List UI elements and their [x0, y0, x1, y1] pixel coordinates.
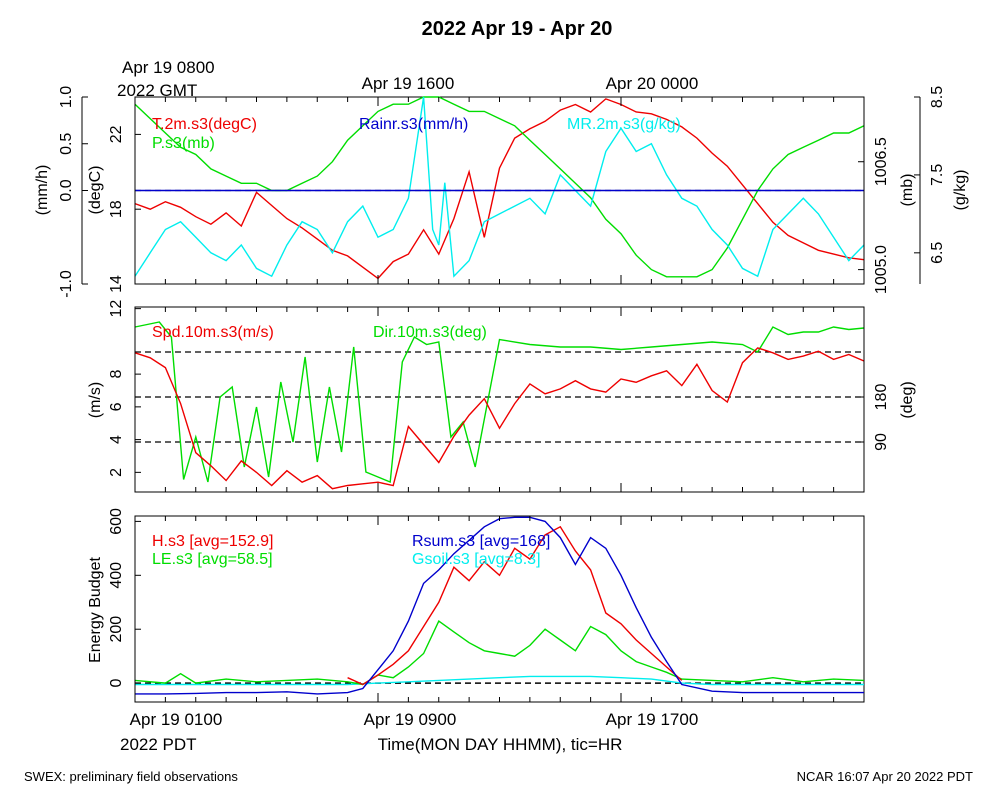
axis-tick-label: 200 [108, 616, 125, 643]
axis-tick-label: 0.0 [58, 179, 75, 201]
pressure-axis-label: (mb) [899, 174, 916, 207]
series-line-soil-heat [135, 675, 864, 686]
mixing-ratio-axis: 6.5 7.5 8.5 [914, 86, 946, 284]
axis-tick-label: 18 [108, 200, 125, 218]
axis-tick-label: 7.5 [929, 164, 946, 186]
x-axis-label: Time(MON DAY HHMM), tic=HR [378, 735, 623, 754]
footer-right: NCAR 16:07 Apr 20 2022 PDT [797, 769, 973, 784]
legend-net-radiation: Rsum.s3 [avg=168] [412, 533, 550, 550]
series-line-sensible-heat [347, 525, 683, 686]
axis-tick-label: 14 [108, 275, 125, 293]
legend-temperature: T.2m.s3(degC) [152, 116, 257, 133]
rain-axis: -1.0 0.0 0.5 1.0 [58, 86, 88, 298]
energy-axis-label: Energy Budget [87, 557, 104, 663]
energy-panel-plot [134, 516, 865, 695]
top-time-label-3: Apr 20 0000 [606, 74, 699, 93]
legend-soil-heat: Gsoil.s3 [avg=8.3] [412, 551, 541, 568]
wind-speed-axis-label: (m/s) [87, 382, 104, 418]
axis-tick-label: 90 [873, 433, 890, 451]
axis-tick-label: -1.0 [58, 270, 75, 298]
legend-wind-speed: Spd.10m.s3(m/s) [152, 324, 274, 341]
axis-tick-label: 8 [108, 370, 125, 379]
bottom-time-label-1a: Apr 19 0100 [130, 710, 223, 729]
top-time-label-1b: 2022 GMT [117, 81, 197, 100]
direction-reference-lines [135, 351, 864, 443]
chart-title: 2022 Apr 19 - Apr 20 [422, 18, 613, 40]
footer-left: SWEX: preliminary field observations [24, 769, 238, 784]
axis-tick-label: 180 [873, 384, 890, 411]
bottom-time-label-1b: 2022 PDT [120, 735, 197, 754]
top-time-label-2: Apr 19 1600 [362, 74, 455, 93]
bottom-time-label-2: Apr 19 0900 [364, 710, 457, 729]
axis-tick-label: 0.5 [58, 133, 75, 155]
legend-latent-heat: LE.s3 [avg=58.5] [152, 551, 273, 568]
mixing-ratio-axis-label: (g/kg) [952, 170, 969, 211]
wind-direction-axis-label: (deg) [899, 381, 916, 418]
series-line-mixing-ratio [134, 96, 865, 278]
axis-tick-label: 4 [108, 435, 125, 444]
legend-sensible-heat: H.s3 [avg=152.9] [152, 533, 273, 550]
wind-speed-axis: 2 4 6 8 12 [108, 300, 141, 492]
axis-tick-label: 6 [108, 402, 125, 411]
axis-tick-label: 1005.0 [873, 245, 890, 294]
energy-axis: 0 200 400 600 [108, 508, 141, 702]
axis-tick-label: 12 [108, 300, 125, 318]
rain-axis-label: (mm/h) [34, 165, 51, 216]
legend-rain-rate: Rainr.s3(mm/h) [359, 116, 468, 133]
axis-tick-label: 6.5 [929, 242, 946, 264]
axis-tick-label: 1.0 [58, 86, 75, 108]
series-line-pressure [134, 96, 865, 278]
axis-tick-label: 0 [108, 679, 125, 688]
series-line-latent-heat [134, 620, 865, 686]
legend-pressure: P.s3(mb) [152, 135, 215, 152]
series-line-net-radiation [135, 516, 864, 695]
axis-tick-label: 22 [108, 125, 125, 143]
axis-tick-label: 600 [108, 508, 125, 535]
top-time-label-1a: Apr 19 0800 [122, 58, 215, 77]
axis-tick-label: 8.5 [929, 86, 946, 108]
temperature-axis: 14 18 22 [108, 97, 141, 293]
legend-mixing-ratio: MR.2m.s3(g/kg) [567, 116, 681, 133]
axis-tick-label: 1006.5 [873, 137, 890, 186]
wind-panel-plot [134, 321, 865, 490]
state-panel-plot [134, 96, 865, 280]
legend-wind-direction: Dir.10m.s3(deg) [373, 324, 487, 341]
bottom-time-label-3: Apr 19 1700 [606, 710, 699, 729]
hour-ticks [164, 97, 835, 702]
axis-tick-label: 400 [108, 562, 125, 589]
wind-direction-axis: 90 180 [858, 307, 890, 492]
series-line-temperature [134, 98, 865, 280]
temperature-axis-label: (degC) [87, 166, 104, 215]
series-line-wind-speed [134, 347, 865, 490]
series-line-wind-direction [134, 321, 865, 484]
pressure-axis: 1005.0 1006.5 [858, 97, 890, 294]
axis-tick-label: 2 [108, 468, 125, 477]
